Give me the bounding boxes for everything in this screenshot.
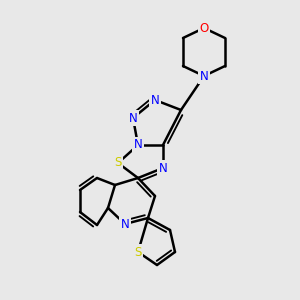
- Text: N: N: [121, 218, 129, 230]
- Text: N: N: [129, 112, 137, 124]
- Text: S: S: [134, 245, 142, 259]
- Text: N: N: [134, 139, 142, 152]
- Text: N: N: [159, 161, 167, 175]
- Text: S: S: [114, 157, 122, 169]
- Text: O: O: [200, 22, 208, 34]
- Text: N: N: [200, 70, 208, 83]
- Text: N: N: [151, 94, 159, 106]
